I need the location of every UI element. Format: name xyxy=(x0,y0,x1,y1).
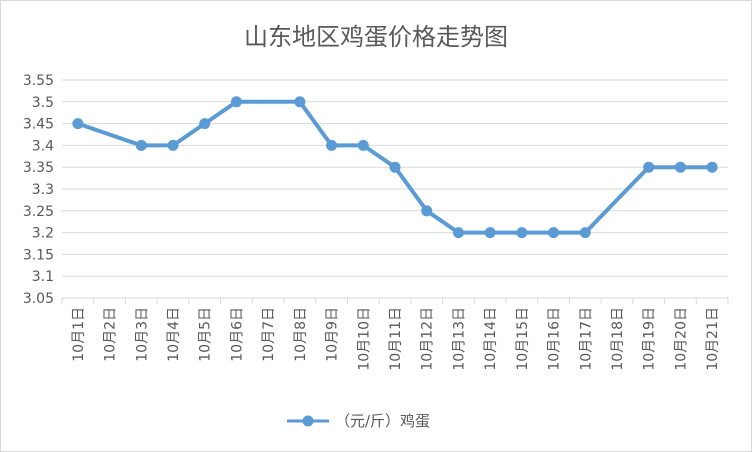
data-point xyxy=(357,139,369,151)
x-tick-label: 10月4日 xyxy=(166,307,182,362)
data-point xyxy=(516,227,528,239)
data-point xyxy=(230,96,242,108)
gridlines xyxy=(62,79,728,299)
x-tick-label: 10月9日 xyxy=(325,307,341,362)
y-axis-ticks: 3.05 3.1 3.15 3.2 3.25 3.3 3.35 3.4 3.45 3.5 3.55 xyxy=(23,73,54,307)
data-point xyxy=(484,227,496,239)
x-tick-label: 10月16日 xyxy=(547,307,563,371)
x-tick-label: 10月11日 xyxy=(388,307,404,371)
y-tick-label: 3.25 xyxy=(23,204,54,220)
data-point xyxy=(421,205,433,217)
data-point xyxy=(452,227,464,239)
data-point xyxy=(389,161,401,173)
data-point xyxy=(579,227,591,239)
data-point xyxy=(548,227,560,239)
legend-marker xyxy=(302,415,314,427)
x-tick-label: 10月8日 xyxy=(293,307,309,362)
y-tick-label: 3.35 xyxy=(23,160,54,176)
data-point xyxy=(706,161,718,173)
data-point xyxy=(72,118,84,130)
x-tick-label: 10月15日 xyxy=(515,307,531,371)
y-tick-label: 3.4 xyxy=(32,138,54,154)
data-point xyxy=(326,139,338,151)
data-point xyxy=(643,161,655,173)
y-tick-label: 3.2 xyxy=(32,226,54,242)
x-tick-label: 10月17日 xyxy=(578,307,594,371)
x-tick-label: 10月13日 xyxy=(451,307,467,371)
y-tick-label: 3.15 xyxy=(23,247,54,263)
y-tick-label: 3.3 xyxy=(32,182,54,198)
data-point xyxy=(199,118,211,130)
x-tick-label: 10月19日 xyxy=(642,307,658,371)
y-tick-label: 3.05 xyxy=(23,291,54,307)
x-tick-label: 10月18日 xyxy=(610,307,626,371)
legend: （元/斤）鸡蛋 xyxy=(287,412,430,430)
x-tick-label: 10月5日 xyxy=(198,307,214,362)
x-tick-label: 10月3日 xyxy=(134,307,150,362)
chart-title: 山东地区鸡蛋价格走势图 xyxy=(244,23,508,51)
x-axis: 10月1日 10月2日 10月3日 10月4日 10月5日 10月6日 10月7日 10月8日… xyxy=(61,298,729,371)
series-egg xyxy=(72,96,718,239)
y-tick-label: 3.45 xyxy=(23,117,54,133)
legend-label: （元/斤）鸡蛋 xyxy=(335,412,430,430)
series-line xyxy=(77,99,713,235)
y-tick-label: 3.5 xyxy=(32,95,54,111)
data-point xyxy=(167,139,179,151)
x-tick-label: 10月6日 xyxy=(229,307,245,362)
x-tick-label: 10月14日 xyxy=(483,307,499,371)
x-tick-label: 10月12日 xyxy=(420,307,436,371)
data-point xyxy=(135,139,147,151)
x-tick-label: 10月7日 xyxy=(261,307,277,362)
y-tick-label: 3.1 xyxy=(32,269,54,285)
data-point xyxy=(294,96,306,108)
x-tick-label: 10月20日 xyxy=(673,307,689,371)
x-tick-label: 10月10日 xyxy=(356,307,372,371)
x-tick-label: 10月1日 xyxy=(71,307,87,362)
x-tick-label: 10月21日 xyxy=(705,307,721,371)
data-point xyxy=(674,161,686,173)
x-tick-label: 10月2日 xyxy=(103,307,119,362)
y-tick-label: 3.55 xyxy=(23,73,54,89)
